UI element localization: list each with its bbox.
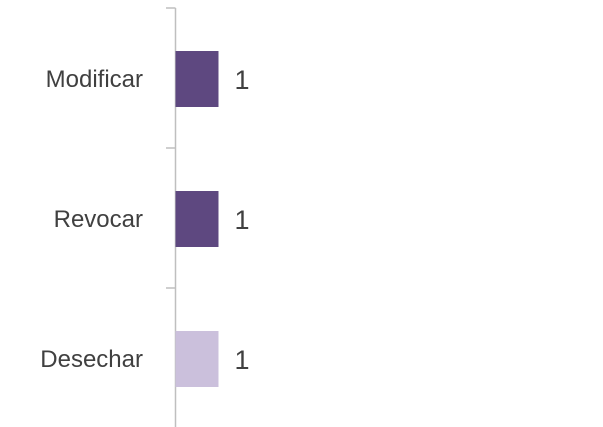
data-label: 1	[235, 345, 250, 375]
bar	[175, 191, 219, 247]
data-label: 1	[235, 205, 250, 235]
bar	[175, 51, 219, 107]
data-label: 1	[235, 65, 250, 95]
category-label: Modificar	[46, 66, 143, 93]
bar	[175, 331, 219, 387]
category-label: Desechar	[40, 346, 143, 373]
category-label: Revocar	[54, 206, 143, 233]
